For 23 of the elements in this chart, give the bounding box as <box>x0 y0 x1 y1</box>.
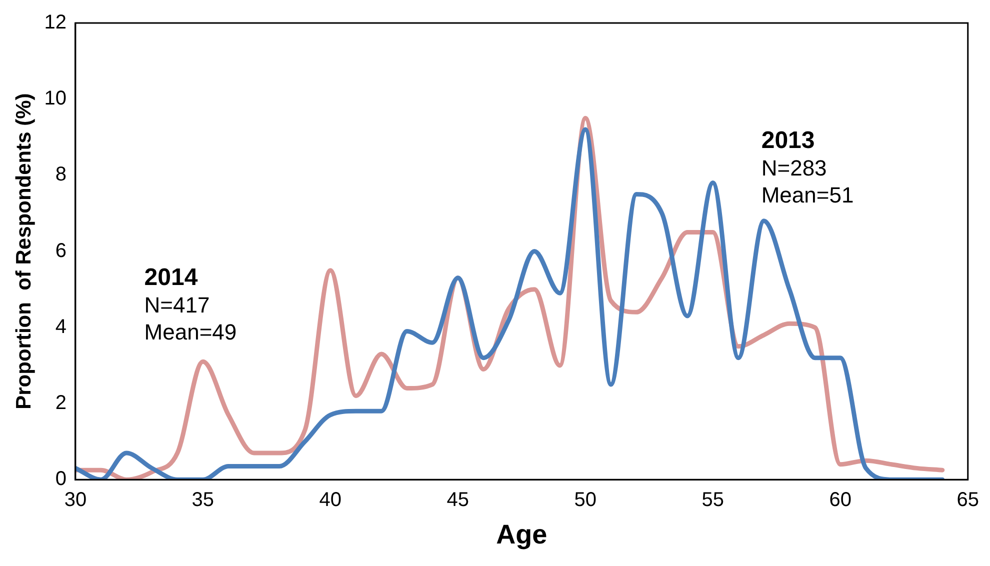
x-tick-label: 45 <box>446 489 470 512</box>
y-tick-label: 2 <box>55 392 66 414</box>
y-tick-label: 6 <box>55 240 66 262</box>
y-axis-title: Proportion of Respondents (%) <box>12 93 36 410</box>
annotation: N=417 <box>144 292 210 318</box>
x-tick-label: 30 <box>64 489 87 512</box>
text: 2013 <box>761 127 815 154</box>
x-tick-label: 65 <box>956 489 979 512</box>
y-tick-label: 4 <box>55 316 66 338</box>
x-tick-label: 50 <box>574 489 597 512</box>
y-tick-label: 10 <box>44 88 66 110</box>
annotation: Mean=49 <box>144 320 237 345</box>
y-tick-label: 8 <box>55 164 66 186</box>
y-tick-label: 12 <box>44 12 66 34</box>
x-tick-label: 60 <box>829 489 852 512</box>
annotation: N=283 <box>761 156 827 181</box>
x-tick-label: 55 <box>702 489 724 512</box>
x-tick-label: 40 <box>319 489 342 512</box>
x-tick-label: 35 <box>192 489 214 512</box>
x-axis-title: Age <box>496 519 548 550</box>
y-tick-label: 0 <box>55 468 66 490</box>
annotation: Mean=51 <box>761 182 854 208</box>
text: 2014 <box>144 264 198 292</box>
